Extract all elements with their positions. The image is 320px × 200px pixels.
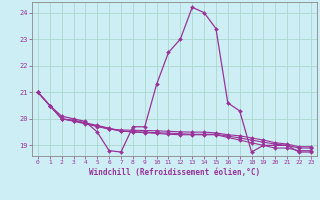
X-axis label: Windchill (Refroidissement éolien,°C): Windchill (Refroidissement éolien,°C) [89, 168, 260, 177]
